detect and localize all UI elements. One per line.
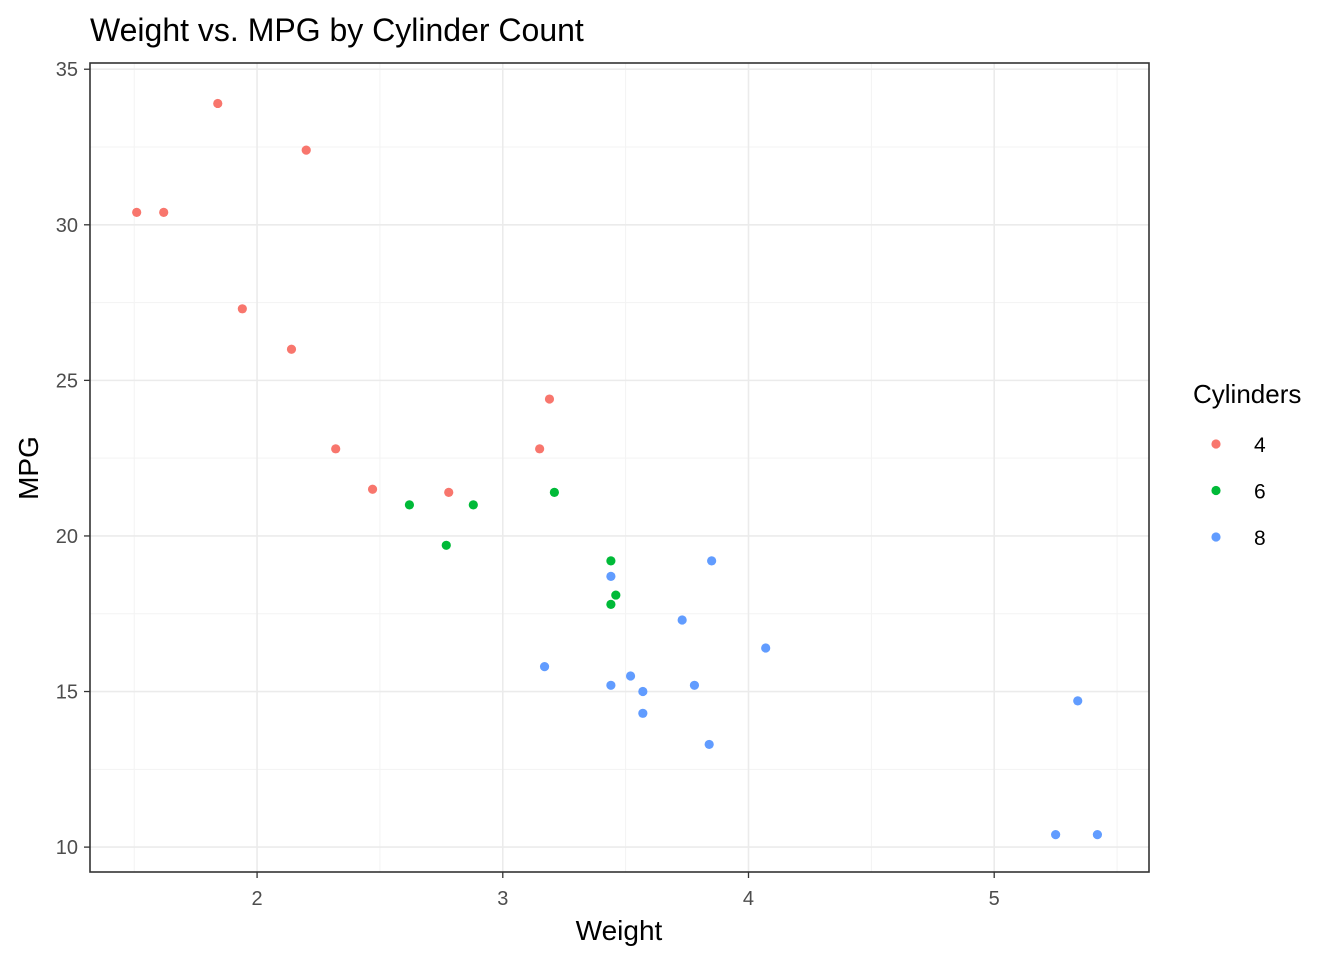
major-gridlines	[90, 63, 1149, 872]
data-point-cyl-6	[404, 500, 415, 510]
data-point-cyl-8	[625, 671, 636, 681]
data-point-cyl-8	[606, 571, 616, 582]
minor-gridlines	[90, 63, 1149, 872]
data-point-cyl-8	[638, 708, 648, 718]
data-point-cyl-8	[1092, 830, 1103, 840]
x-axis-ticks: 2 3 4 5	[252, 872, 1000, 910]
data-point-cyl-8	[761, 643, 771, 653]
x-tick-label: 4	[743, 888, 754, 910]
data-point-cyl-4	[286, 344, 297, 354]
legend-label-6: 6	[1254, 481, 1266, 504]
data-point-cyl-4	[535, 444, 545, 454]
chart-title: Weight vs. MPG by Cylinder Count	[90, 12, 584, 48]
data-point-cyl-6	[611, 590, 621, 600]
data-points	[132, 98, 1103, 840]
data-point-cyl-8	[606, 680, 616, 690]
data-point-cyl-4	[444, 487, 454, 497]
data-point-cyl-6	[441, 540, 451, 550]
x-axis-label: Weight	[576, 915, 663, 946]
data-point-cyl-8	[704, 739, 714, 750]
data-point-cyl-4	[237, 304, 247, 314]
data-point-cyl-4	[544, 394, 555, 404]
data-point-cyl-4	[132, 207, 142, 217]
y-tick-label: 35	[56, 59, 78, 81]
data-point-cyl-4	[367, 484, 378, 494]
data-point-cyl-4	[159, 207, 169, 217]
y-tick-label: 15	[56, 682, 78, 704]
y-tick-label: 10	[56, 837, 78, 859]
plot-panel	[89, 62, 1150, 873]
data-point-cyl-4	[301, 145, 311, 155]
y-tick-label: 30	[56, 215, 78, 237]
x-tick-label: 5	[989, 888, 1000, 910]
legend-key-8	[1211, 532, 1221, 542]
y-axis-label: MPG	[13, 436, 44, 500]
data-point-cyl-4	[331, 444, 341, 454]
data-point-cyl-8	[1051, 830, 1061, 840]
data-point-cyl-4	[213, 98, 223, 109]
y-axis-ticks: 10 15 20 25 30 35	[56, 59, 90, 859]
y-tick-label: 20	[56, 526, 78, 548]
data-point-cyl-8	[539, 662, 550, 672]
data-point-cyl-6	[606, 556, 616, 566]
legend-key-4	[1211, 439, 1221, 449]
data-point-cyl-8	[1073, 696, 1083, 706]
legend-key-6	[1211, 485, 1221, 496]
data-point-cyl-8	[689, 680, 700, 690]
data-point-cyl-8	[677, 615, 687, 625]
legend-title: Cylinders	[1193, 379, 1301, 409]
data-point-cyl-6	[468, 500, 478, 510]
data-point-cyl-8	[638, 686, 648, 697]
legend-label-8: 8	[1254, 527, 1266, 550]
y-tick-label: 25	[56, 370, 78, 392]
data-point-cyl-6	[606, 599, 616, 610]
legend-label-4: 4	[1254, 434, 1266, 457]
x-tick-label: 2	[252, 888, 263, 910]
x-tick-label: 3	[497, 888, 508, 910]
legend: Cylinders 4 6 8	[1193, 379, 1301, 550]
data-point-cyl-8	[707, 556, 717, 566]
data-point-cyl-6	[549, 487, 559, 497]
